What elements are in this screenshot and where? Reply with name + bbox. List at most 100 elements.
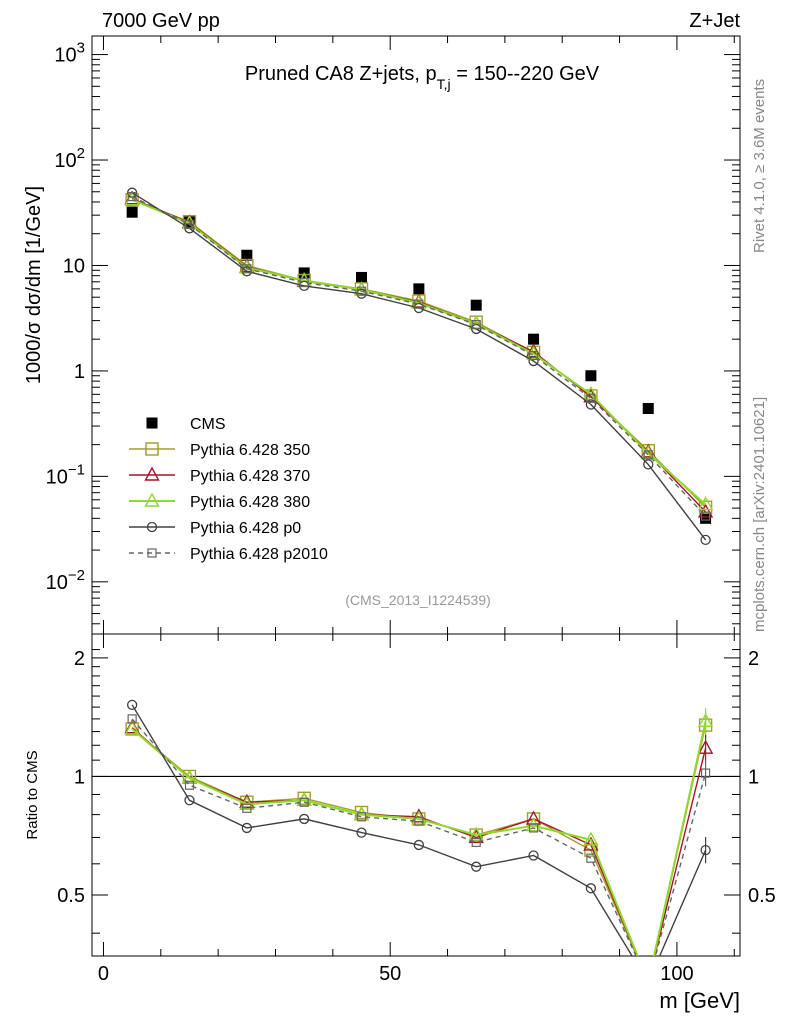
ratio-point-p0 <box>471 861 482 872</box>
legend-marker-p380 <box>144 492 160 507</box>
ratio-point-p380 <box>697 712 714 728</box>
data-point-p380 <box>697 496 714 511</box>
ratio-point-p0 <box>528 850 539 861</box>
ratio-point-p0 <box>184 795 195 806</box>
data-point-p2010 <box>356 286 367 296</box>
data-point-cms <box>585 370 597 382</box>
ratio-line-p370 <box>131 727 707 956</box>
ratio-point-p370 <box>239 793 255 808</box>
data-point-cms <box>700 512 712 524</box>
data-point-cms <box>413 283 425 295</box>
legend-label-p2010: Pythia 6.428 p2010 <box>190 546 328 563</box>
ratio-point-p2010 <box>242 803 252 813</box>
y-tick-label: 10 <box>63 255 85 277</box>
y-tick-label: 1 <box>74 361 85 383</box>
data-point-p2010 <box>643 450 653 460</box>
ratio-point-p2010 <box>356 812 367 822</box>
ratio-line-p0 <box>131 704 707 956</box>
analysis-watermark: (CMS_2013_I1224539) <box>345 592 491 608</box>
ratio-point-p380 <box>411 810 427 825</box>
ratio-point-p0 <box>299 813 310 825</box>
data-point-p2010 <box>242 264 252 274</box>
ratio-point-p2010 <box>127 714 137 724</box>
data-point-p0 <box>528 355 539 367</box>
data-point-p0 <box>643 459 654 470</box>
ratio-point-p2010 <box>184 780 195 790</box>
data-point-cms <box>126 206 138 218</box>
ratio-line-p380 <box>131 721 707 956</box>
ratio-point-p0 <box>356 827 367 838</box>
data-point-p0 <box>585 399 597 410</box>
ratio-point-p370 <box>697 739 714 754</box>
y-tick-label: 10−1 <box>46 461 85 488</box>
data-point-p370 <box>697 503 714 518</box>
header-right: Z+Jet <box>689 10 740 32</box>
ratio-point-p0 <box>585 883 597 894</box>
y-tick-label: 103 <box>54 40 85 67</box>
ratio-y-axis-label: Ratio to CMS <box>24 750 41 839</box>
ratio-frame <box>91 633 741 957</box>
header-left: 7000 GeV pp <box>102 10 220 32</box>
data-point-p2010 <box>471 319 481 330</box>
legend-label-p380: Pythia 6.428 380 <box>190 494 310 511</box>
ratio-point-p380 <box>181 769 198 784</box>
data-point-cms <box>528 333 540 345</box>
legend-marker-p2010 <box>147 548 157 558</box>
ratio-y-tick-label-right: 1 <box>748 766 759 788</box>
data-point-cms <box>241 249 253 261</box>
data-point-p0 <box>700 534 711 546</box>
data-point-p2010 <box>414 299 424 309</box>
y-tick-label: 10−2 <box>46 567 85 594</box>
ratio-point-p2010 <box>586 853 596 863</box>
ratio-point-p2010 <box>528 823 539 833</box>
legend-marker-p350 <box>145 442 159 456</box>
data-point-p380 <box>583 385 599 401</box>
y-axis-label: 1000/σ dσ/dm [1/GeV] <box>23 186 45 384</box>
ratio-point-p380 <box>353 806 370 821</box>
chart-title: Pruned CA8 Z+jets, pT,j = 150--220 GeV <box>245 63 600 92</box>
ratio-line-p2010 <box>131 718 707 956</box>
ratio-point-p380 <box>583 831 599 846</box>
side-label-mcplots: mcplots.cern.ch [arXiv:2401.10621] <box>751 397 768 632</box>
legend-label-p350: Pythia 6.428 350 <box>190 442 310 459</box>
data-point-cms <box>642 403 654 415</box>
data-point-p2010 <box>127 191 137 202</box>
data-point-p2010 <box>184 219 195 230</box>
ratio-point-p0 <box>241 822 252 834</box>
ratio-point-p0 <box>413 839 425 851</box>
data-point-p2010 <box>299 277 309 288</box>
data-point-p2010 <box>586 393 596 403</box>
legend-marker-cms <box>146 417 158 429</box>
legend-marker-p0 <box>146 521 158 533</box>
x-axis-label: m [GeV] <box>659 988 740 1013</box>
x-tick-label: 100 <box>660 963 693 985</box>
legend-label-p370: Pythia 6.428 370 <box>190 468 310 485</box>
ratio-y-tick-label-right: 2 <box>748 648 759 670</box>
ratio-plot: 0 50 100 m [GeV] 2 2 1 1 0.5 0.5 Ratio to CMS <box>24 633 776 1013</box>
x-tick-label: 50 <box>379 963 401 985</box>
ratio-y-tick-label: 2 <box>74 648 85 670</box>
ratio-point-p2010 <box>700 768 711 778</box>
ratio-y-tick-label: 0.5 <box>57 885 85 907</box>
data-point-cms <box>356 271 368 283</box>
data-point-p2010 <box>700 511 711 521</box>
ratio-point-p380 <box>296 791 312 806</box>
ratio-point-p380 <box>239 795 255 810</box>
ratio-point-p370 <box>468 828 484 844</box>
ratio-y-tick-label: 1 <box>74 766 85 788</box>
ratio-point-p2010 <box>299 797 309 807</box>
ratio-point-p2010 <box>414 816 424 826</box>
data-point-p2010 <box>528 350 539 361</box>
y-tick-label: 102 <box>54 145 85 172</box>
series-line-p2010 <box>131 195 707 517</box>
ratio-point-p2010 <box>471 837 481 848</box>
x-tick-label: 0 <box>98 963 109 985</box>
ratio-point-p380 <box>124 720 140 735</box>
legend-label-cms: CMS <box>190 416 226 433</box>
ratio-point-p380 <box>468 826 484 841</box>
ratio-series-group <box>124 699 714 956</box>
ratio-line-p350 <box>131 724 707 956</box>
